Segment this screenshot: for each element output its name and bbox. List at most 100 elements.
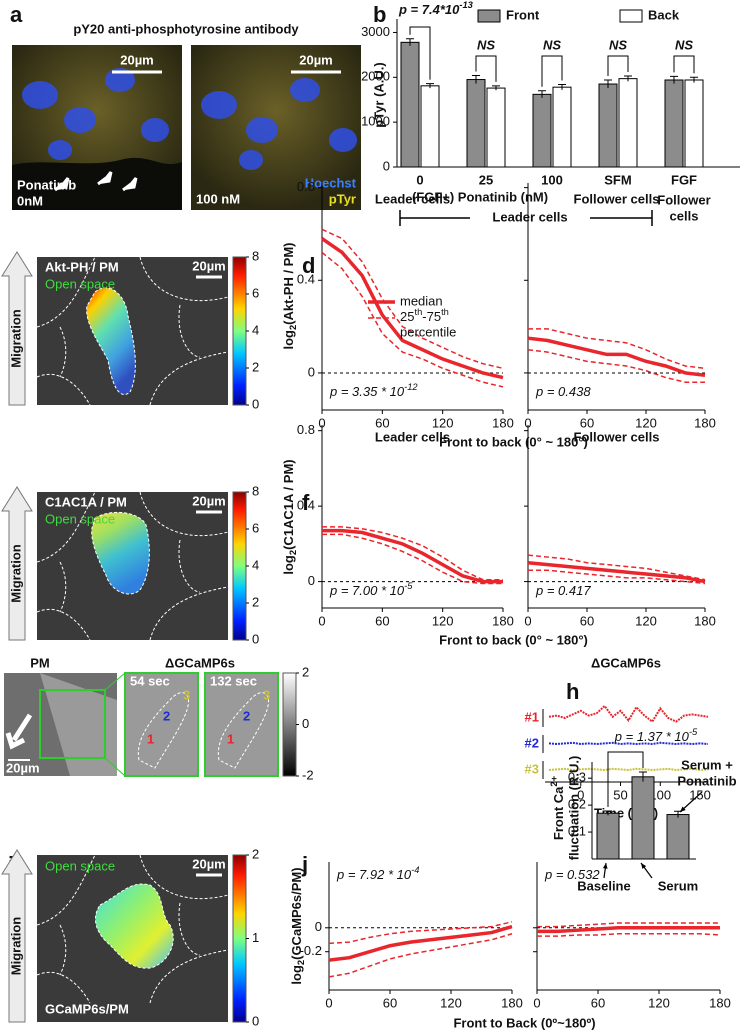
significance-bracket (409, 26, 431, 80)
cell-outline (36, 373, 91, 406)
p-value-part: p = 7.00 * 10 (329, 583, 405, 598)
annotation-arrowhead (680, 806, 686, 812)
region-label: Open space (45, 511, 115, 526)
y-tick-label: 0.4 (297, 498, 315, 513)
median-line (527, 560, 706, 584)
x-tick-label: 180 (694, 613, 716, 628)
cell-outline (59, 924, 67, 976)
panel-label: f (302, 490, 310, 515)
migration-arrow (1, 251, 33, 406)
cell-outline (149, 351, 229, 406)
colorbar-label: -2 (302, 767, 314, 782)
bar (552, 86, 572, 168)
nucleus (48, 140, 72, 160)
p-value-part: p = 0.417 (535, 583, 591, 598)
migration-label: Migration (8, 309, 23, 368)
x-tick-label: 50 (613, 787, 627, 802)
x-tick-label: 0 (524, 415, 531, 430)
p-value: p = 7.00 * 10-5 (329, 581, 413, 598)
y-tick-label: 0.1 (568, 823, 586, 838)
p-value: p = 7.4*10-13 (398, 0, 474, 17)
x-tick-label: 120 (440, 995, 462, 1010)
percentile-line (321, 228, 504, 370)
p-value: p = 0.438 (535, 384, 591, 399)
panel-label: d (302, 253, 315, 278)
cell-outline (149, 586, 229, 641)
y-tick-label: 2000 (361, 69, 390, 84)
bar (664, 79, 684, 168)
percentile-line (322, 526, 503, 581)
percentile-line (528, 328, 706, 370)
error-bar (426, 83, 434, 89)
plot-title: Follower cells (574, 191, 660, 206)
p-value-part: -4 (411, 865, 419, 875)
x-tick-label: 0 (318, 613, 325, 628)
y-tick-label: 3000 (361, 24, 390, 39)
y-axis-label: log2(GCaMP6s/PM) (289, 867, 306, 984)
significance-label: NS (543, 37, 561, 52)
zoom-link (104, 672, 126, 777)
y-axis-label: log2(C1AC1A / PM) (281, 459, 298, 574)
scale-bar-label: 20µm (192, 856, 226, 871)
cell-outline (137, 692, 189, 769)
legend-label: median (400, 293, 443, 308)
y-tick-label: 0 (383, 158, 390, 173)
bar (684, 79, 704, 168)
x-tick-label: 180 (709, 995, 731, 1010)
x-tick-label: 0 (318, 415, 325, 430)
x-axis-label: Front to Back (0º~180º) (453, 1015, 595, 1030)
colorbar-label: 1 (252, 930, 259, 945)
x-tick-label: 100 (649, 787, 671, 802)
cell-outline (59, 561, 67, 613)
colorbar-label: 0 (252, 396, 259, 411)
trace-title: ΔGCaMP6s (591, 655, 661, 670)
median-line (527, 336, 706, 377)
legend-label: Front (506, 7, 540, 22)
median-line (328, 924, 513, 962)
p-value-part: p = 0.532 (544, 867, 600, 882)
bar (618, 78, 638, 168)
annotation: Baseline (577, 878, 630, 893)
y-axis-label-part: (C1AC1A / PM) (281, 459, 296, 550)
x-tick-label: 100 (541, 172, 563, 187)
region-label: Open space (45, 858, 115, 873)
x-tick-label: 0 (325, 995, 332, 1010)
x-tick-label: 120 (635, 613, 657, 628)
image-title: ΔGCaMP6s (165, 655, 235, 670)
error-bar (670, 75, 678, 84)
cell-id: 2 (243, 708, 250, 723)
cell-outline (139, 854, 229, 900)
arrow (122, 177, 138, 192)
x-tick-label: SFM (604, 172, 631, 187)
p-value-part: p = 1.37 * 10 (614, 729, 690, 744)
p-value-part: -5 (689, 727, 698, 737)
zoom-box (39, 689, 106, 759)
trace-label: #2 (525, 735, 539, 750)
y-axis-label-part: 2 (288, 550, 298, 555)
p-value: p = 0.417 (535, 583, 591, 598)
group-label: Leader cells (492, 209, 567, 224)
stain-label: pTyr (329, 191, 356, 206)
arrow (5, 713, 33, 750)
cell-outline (36, 971, 91, 1004)
panel-label: a (10, 2, 23, 27)
plot-title: Follower cells (574, 429, 660, 444)
caption: 100 nM (196, 191, 240, 206)
significance-label: NS (675, 37, 693, 52)
error-bar (624, 75, 632, 82)
cell-id: 2 (163, 708, 170, 723)
legend-label: 25th-75th (400, 307, 449, 324)
nucleus (246, 117, 278, 143)
legend-label: percentile (400, 324, 456, 339)
cell-outline (139, 256, 229, 302)
nucleus (105, 68, 135, 92)
bar (532, 93, 552, 168)
bar (631, 776, 655, 860)
y-axis-label-part: log (289, 965, 304, 985)
y-axis-label-part: 2 (288, 325, 298, 330)
colorbar-label: 0 (302, 716, 309, 731)
bar (466, 79, 486, 168)
median-line (321, 237, 504, 380)
